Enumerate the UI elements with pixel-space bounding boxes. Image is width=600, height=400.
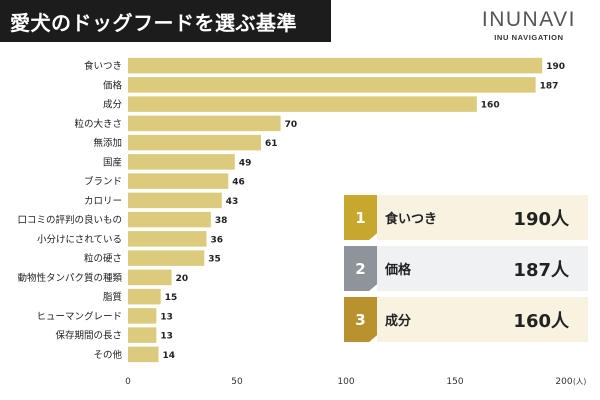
- bar: [128, 115, 281, 132]
- page-title: 愛犬のドッグフードを選ぶ基準: [0, 0, 331, 42]
- rank-label: 価格: [385, 263, 412, 278]
- x-tick-label: 100: [337, 377, 354, 387]
- category-label: カロリー: [84, 196, 122, 207]
- category-label: 粒の硬さ: [84, 253, 122, 265]
- data-label: 15: [165, 293, 178, 303]
- ranking-panel: 1 食いつき 190人 2 価格 187人 3 成分 160人: [344, 195, 588, 348]
- data-label: 14: [163, 351, 176, 361]
- category-label: 食いつき: [84, 60, 122, 72]
- rank-card-3: 3 成分 160人: [344, 297, 588, 342]
- bar: [128, 96, 477, 112]
- bar: [128, 346, 159, 363]
- x-axis-unit: (人): [573, 377, 586, 386]
- category-label: ヒューマングレード: [36, 310, 122, 322]
- x-tick-label: 0: [125, 377, 131, 387]
- rank-body: 食いつき 190人: [377, 195, 588, 240]
- x-tick-label: 50: [231, 377, 243, 387]
- rank-number: 2: [344, 246, 377, 291]
- data-label: 20: [176, 274, 189, 284]
- data-label: 13: [160, 312, 173, 322]
- bar: [128, 308, 157, 324]
- bar: [128, 327, 157, 343]
- bar: [128, 134, 261, 151]
- x-tick-label: 200: [555, 377, 572, 387]
- rank-card-2: 2 価格 187人: [344, 246, 588, 291]
- brand-logo: INUNAVI INU NAVIGATION: [482, 8, 576, 42]
- category-label: 動物性タンパク質の種類: [17, 272, 122, 284]
- bar: [128, 57, 543, 74]
- category-label: 粒の大きさ: [74, 118, 122, 130]
- category-label: 保存期間の長さ: [55, 330, 122, 342]
- rank-card-1: 1 食いつき 190人: [344, 195, 588, 240]
- category-label: 無添加: [93, 137, 122, 149]
- data-label: 46: [232, 178, 245, 188]
- bar: [128, 77, 536, 93]
- bar: [128, 231, 207, 247]
- category-label: その他: [93, 349, 122, 361]
- category-label: 価格: [103, 79, 123, 91]
- category-label: 小分けにされている: [37, 234, 122, 245]
- data-label: 36: [210, 235, 223, 245]
- data-label: 190: [546, 62, 565, 72]
- bar: [128, 269, 172, 286]
- bar: [128, 250, 205, 266]
- category-label: 成分: [103, 99, 123, 111]
- data-label: 70: [285, 120, 298, 130]
- data-label: 61: [265, 139, 278, 149]
- rank-number: 3: [344, 297, 377, 342]
- bar: [128, 173, 229, 189]
- category-label: 脂質: [103, 291, 122, 303]
- data-label: 187: [540, 81, 559, 91]
- brand-logo-text: INUNAVI: [481, 8, 576, 31]
- rank-body: 成分 160人: [377, 297, 588, 342]
- data-label: 160: [481, 101, 500, 111]
- brand-subtitle: INU NAVIGATION: [494, 33, 564, 42]
- rank-value: 187人: [513, 259, 569, 281]
- category-label: 国産: [103, 156, 122, 168]
- bar: [128, 288, 161, 305]
- bar: [128, 192, 222, 209]
- x-tick-label: 150: [446, 377, 463, 387]
- category-label: 口コミの評判の良いもの: [17, 214, 122, 226]
- rank-number: 1: [344, 195, 377, 240]
- data-label: 35: [208, 255, 221, 265]
- rank-label: 食いつき: [385, 212, 438, 227]
- bar: [128, 154, 235, 170]
- data-label: 49: [239, 158, 252, 168]
- bar: [128, 211, 211, 228]
- rank-value: 160人: [513, 310, 569, 332]
- rank-body: 価格 187人: [377, 246, 588, 291]
- data-label: 13: [160, 332, 173, 342]
- category-label: ブランド: [84, 176, 122, 188]
- page-title-text: 愛犬のドッグフードを選ぶ基準: [10, 10, 297, 35]
- rank-value: 190人: [513, 208, 569, 230]
- data-label: 43: [226, 197, 239, 207]
- rank-label: 成分: [385, 314, 412, 329]
- data-label: 38: [215, 216, 228, 226]
